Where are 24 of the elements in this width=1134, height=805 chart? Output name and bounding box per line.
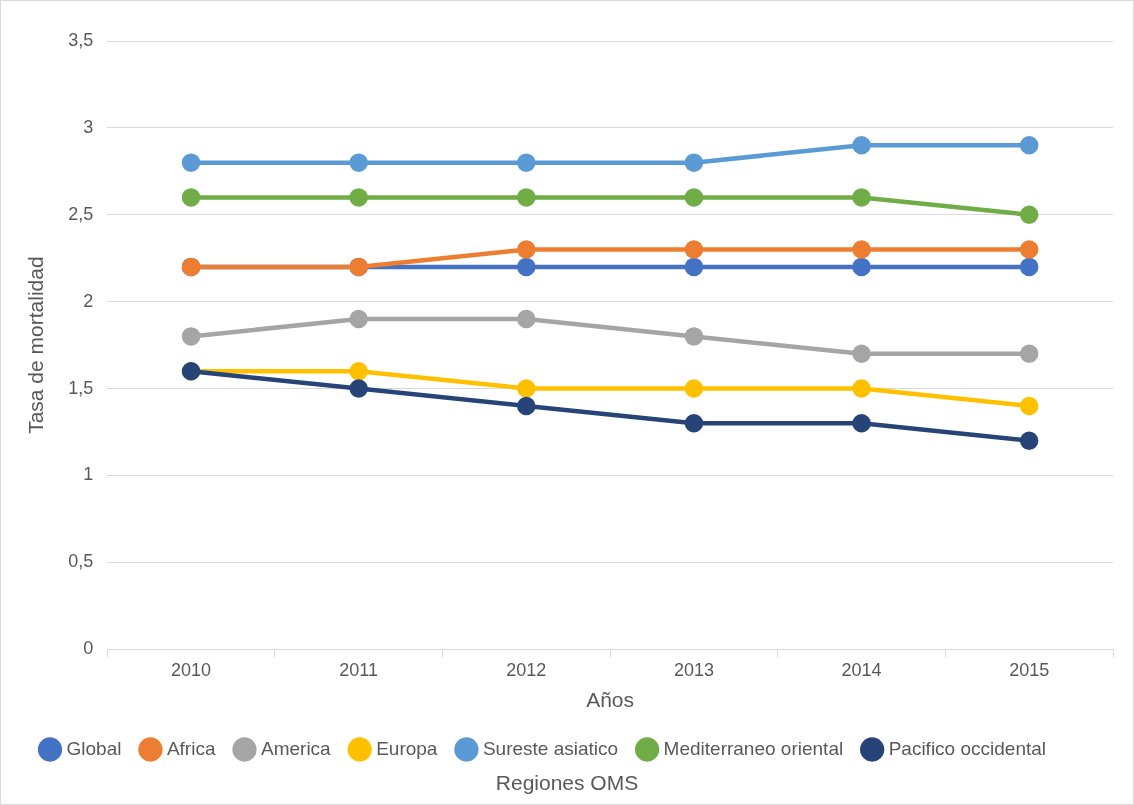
x-tick-label: 2012 — [506, 659, 547, 680]
y-tick-label: 1 — [83, 464, 94, 485]
x-tick-label: 2010 — [171, 659, 212, 680]
y-tick-label: 2,5 — [68, 203, 94, 224]
x-tick-label: 2011 — [339, 659, 379, 680]
legend-label: America — [260, 737, 332, 759]
x-axis-title: Años — [586, 688, 635, 712]
y-tick-label: 1,5 — [68, 377, 94, 398]
x-tick-label: 2013 — [673, 659, 714, 680]
legend-label: Pacifico occidental — [888, 737, 1047, 759]
y-axis-title: Tasa de mortalidad — [24, 256, 48, 434]
y-tick-label: 3,5 — [68, 29, 94, 50]
y-tick-label: 3 — [83, 116, 94, 137]
legend-label: Europa — [376, 737, 438, 759]
x-tick-label: 2015 — [1009, 659, 1050, 680]
legend-label: Mediterraneo oriental — [663, 737, 844, 759]
y-tick-label: 2 — [83, 290, 94, 311]
x-tick-label: 2014 — [841, 659, 882, 680]
legend-label: Global — [66, 737, 122, 759]
legend-title: Regiones OMS — [494, 771, 640, 795]
legend-label: Sureste asiatico — [482, 737, 619, 759]
y-tick-label: 0,5 — [68, 551, 94, 572]
y-tick-label: 0 — [83, 638, 94, 659]
legend-label: Africa — [166, 737, 216, 759]
